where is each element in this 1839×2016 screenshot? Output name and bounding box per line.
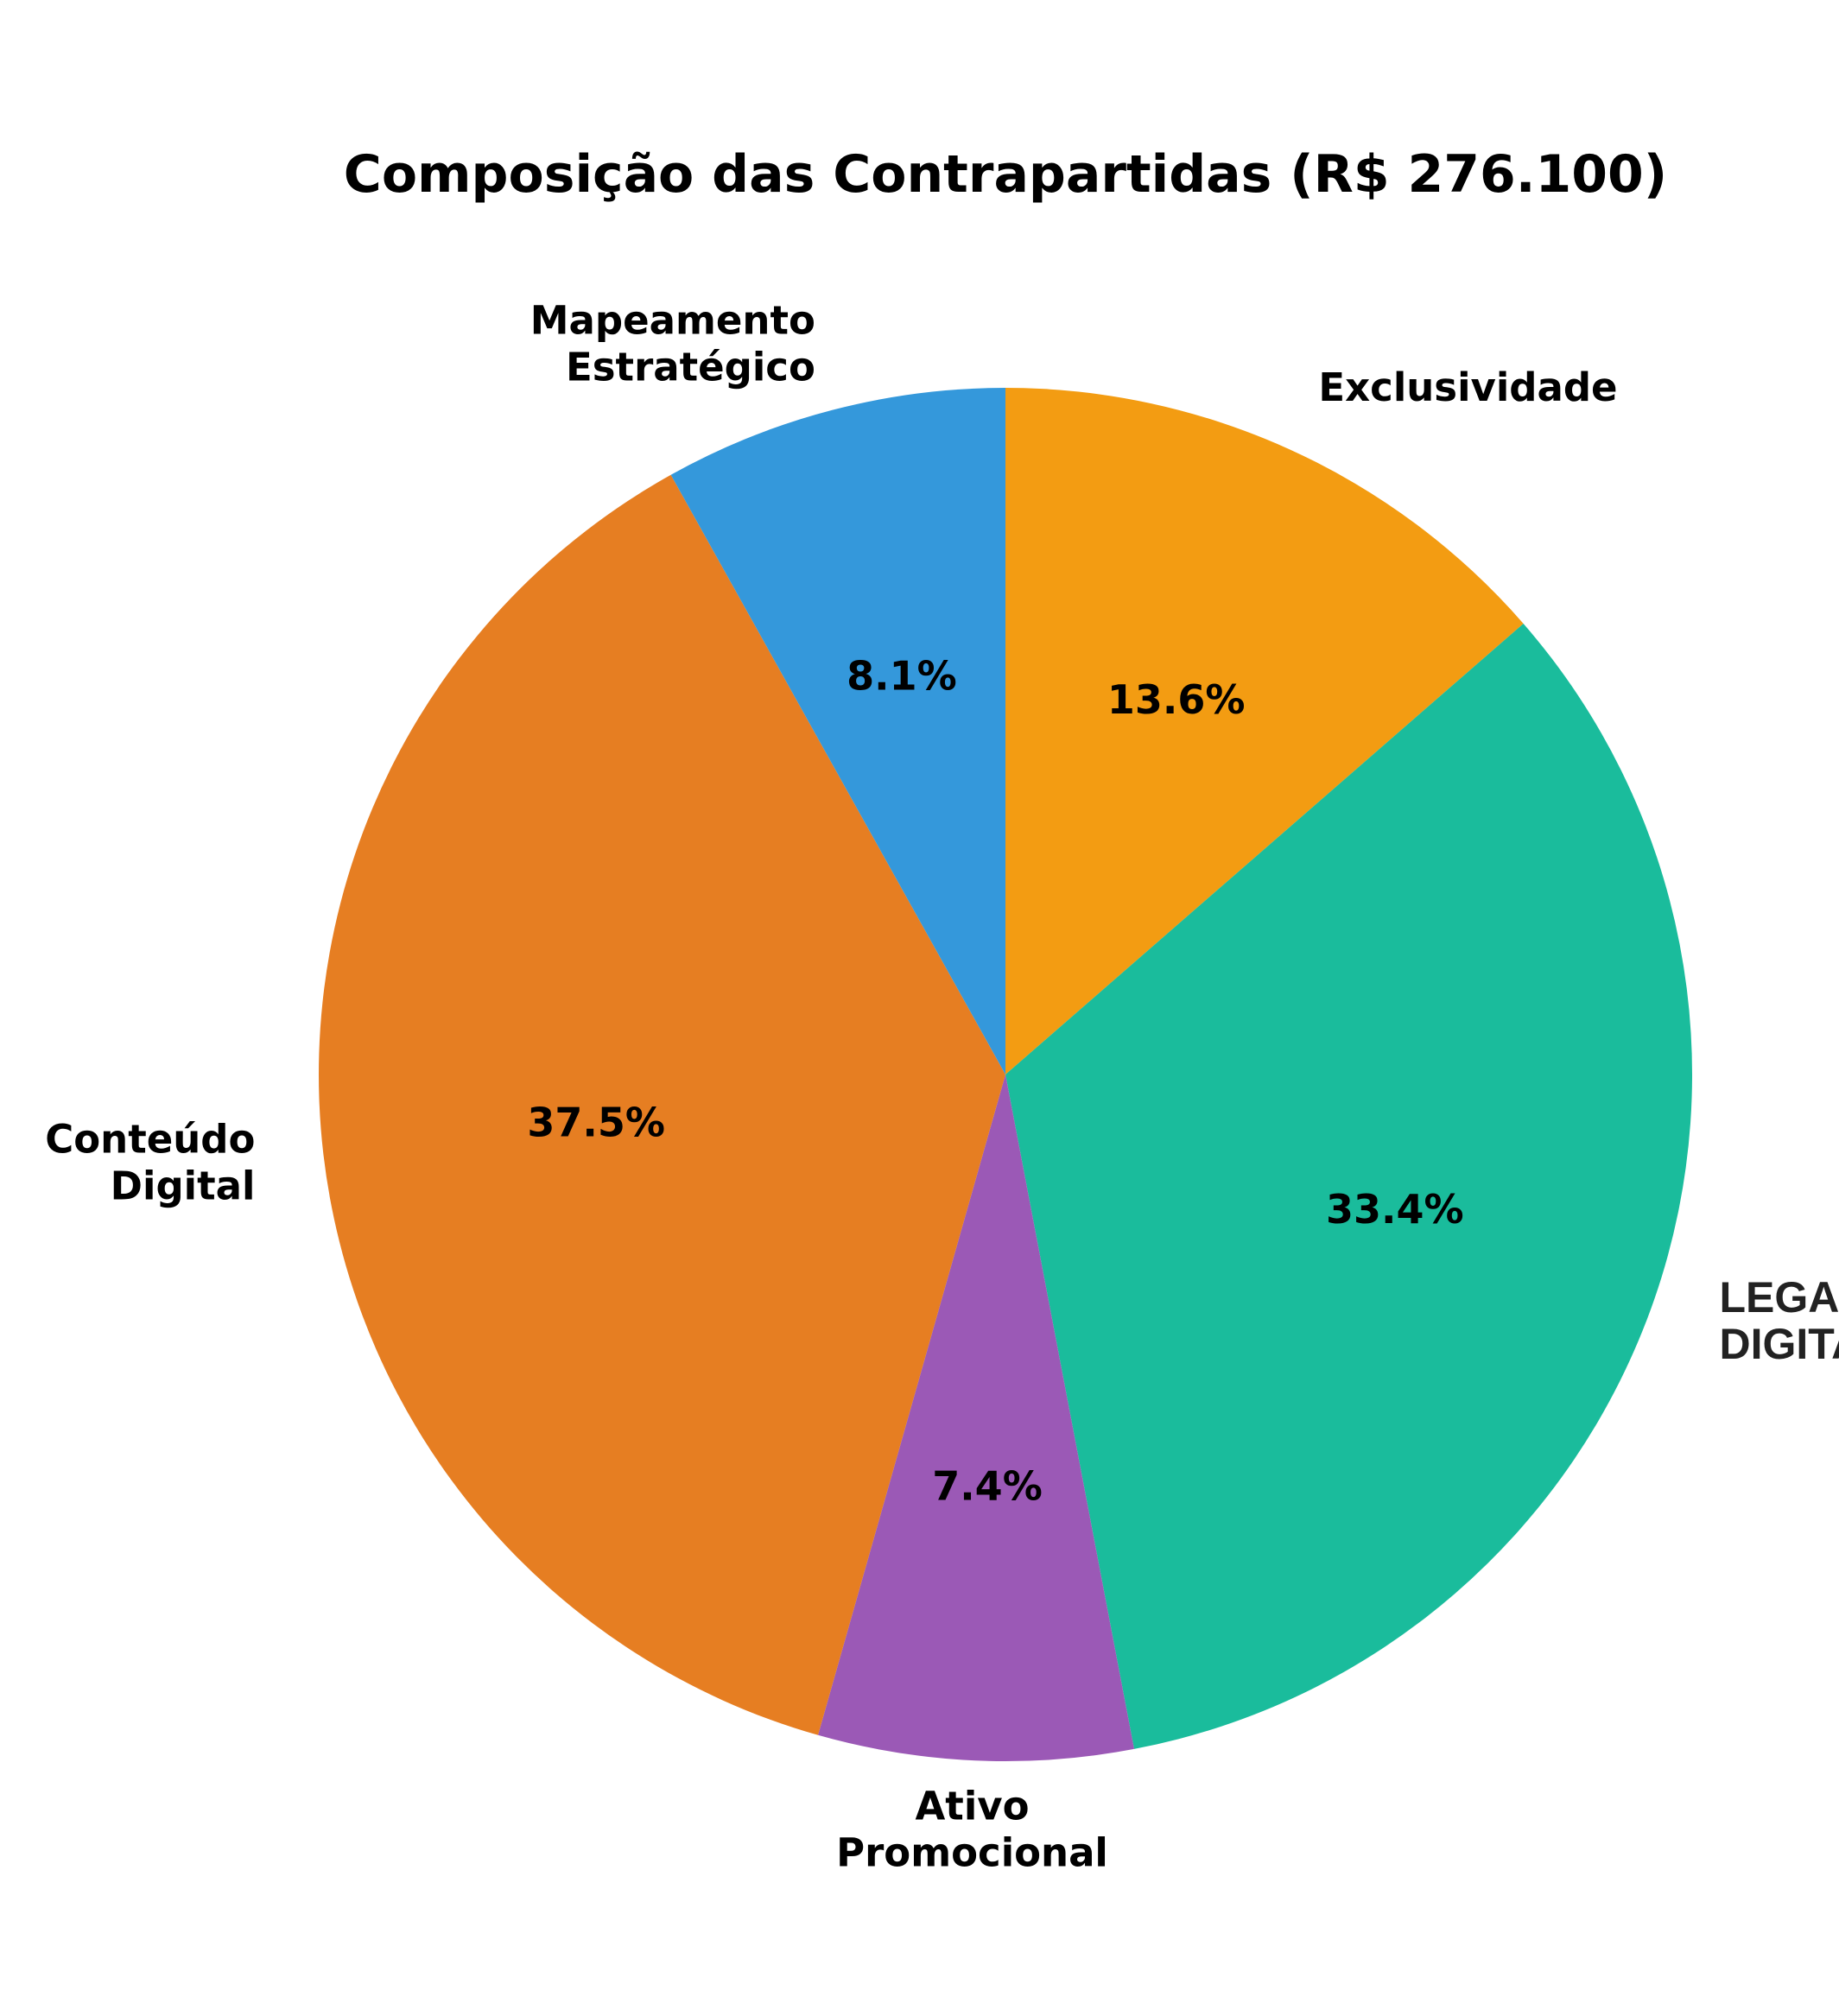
- slice-exclusividade: [1005, 388, 1524, 1075]
- label-line: Conteúdo: [45, 1116, 255, 1162]
- label-line: LEGADO: [1720, 1273, 1839, 1322]
- pie-slices: [319, 388, 1693, 1762]
- pct-label-legado-digital: 33.4%: [1326, 1186, 1464, 1233]
- slice-mapeamento-estrategico: [670, 388, 1005, 1075]
- slice-ativo-promocional: [818, 1075, 1134, 1762]
- label-legado-digital: LEGADODIGITAL: [1720, 1273, 1839, 1368]
- percentage-labels: 13.6% 33.4% 7.4% 37.5% 8.1%: [527, 652, 1463, 1509]
- label-conteudo-digital: Conteúdo Digital: [45, 1116, 255, 1208]
- label-line: Estratégico: [566, 345, 815, 390]
- label-exclusividade: Exclusividade: [1318, 365, 1617, 410]
- label-mapeamento-estrategico: Mapeamento Estratégico: [530, 298, 815, 390]
- slice-legado-digital: [1005, 624, 1693, 1749]
- pct-label-mapeamento-estrategico: 8.1%: [847, 652, 957, 699]
- label-line: Exclusividade: [1318, 365, 1617, 410]
- pct-label-conteudo-digital: 37.5%: [527, 1099, 665, 1145]
- category-labels: Exclusividade LEGADODIGITAL AtivoPromocion…: [45, 298, 1839, 1876]
- label-line: DIGITAL: [1720, 1320, 1839, 1368]
- pct-label-ativo-promocional: 7.4%: [932, 1463, 1043, 1510]
- label-ativo-promocional: Ativo Promocional: [836, 1784, 1108, 1876]
- label-line: Ativo: [915, 1784, 1029, 1829]
- label-line: Digital: [111, 1163, 256, 1208]
- slice-conteudo-digital: [319, 474, 1005, 1735]
- label-line: Mapeamento: [530, 298, 815, 344]
- pct-label-exclusividade: 13.6%: [1107, 676, 1246, 723]
- chart-title: Composição das Contrapartidas (R$ 276.10…: [344, 144, 1667, 205]
- label-line: Promocional: [836, 1830, 1108, 1876]
